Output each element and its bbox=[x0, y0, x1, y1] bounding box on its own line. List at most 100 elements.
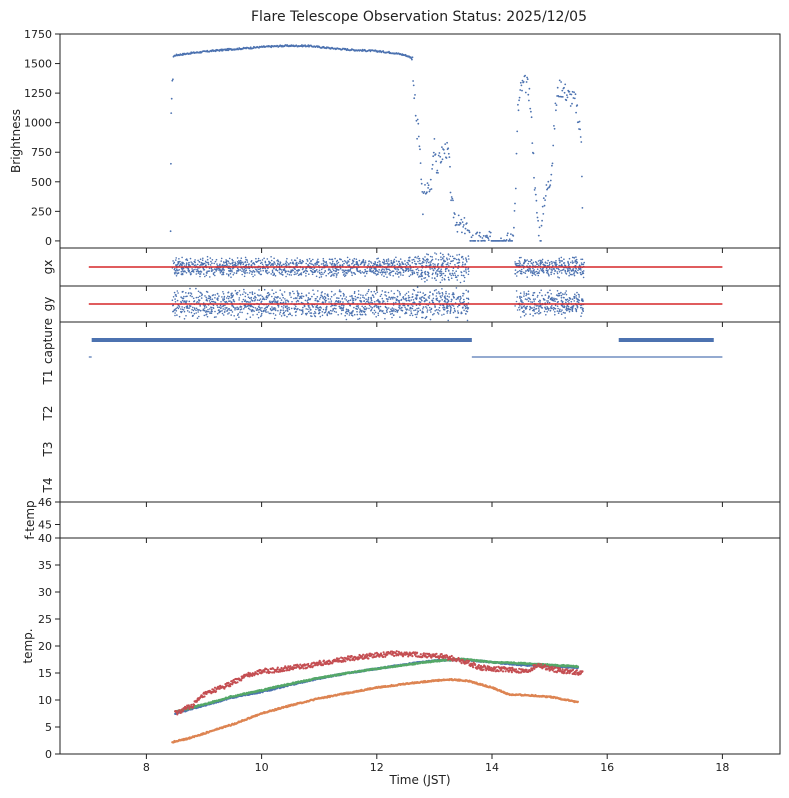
gx-point bbox=[332, 269, 335, 272]
gy-point bbox=[317, 308, 319, 310]
brightness-point bbox=[464, 232, 466, 235]
gx-point bbox=[243, 275, 246, 278]
gx-point bbox=[327, 272, 330, 275]
gx-point bbox=[295, 273, 297, 275]
gx-point bbox=[211, 270, 213, 273]
gy-point bbox=[248, 307, 250, 310]
gy-point bbox=[204, 295, 206, 297]
brightness-point bbox=[170, 97, 173, 100]
gy-point bbox=[326, 305, 328, 308]
brightness-point bbox=[540, 240, 542, 242]
gx-point bbox=[356, 269, 358, 272]
xlabel: Time (JST) bbox=[388, 773, 450, 787]
brightness-point bbox=[537, 234, 540, 237]
brightness-point bbox=[433, 138, 436, 140]
brightness-point bbox=[537, 219, 539, 222]
gy-point bbox=[565, 306, 568, 308]
gy-point bbox=[298, 309, 301, 311]
gy-point bbox=[385, 295, 388, 297]
gx-point bbox=[429, 263, 432, 265]
gy-point bbox=[560, 297, 563, 299]
gx-point bbox=[451, 272, 454, 275]
gx-point bbox=[245, 269, 248, 272]
gx-point bbox=[331, 264, 333, 266]
gy-point bbox=[254, 307, 257, 309]
gx-point bbox=[353, 264, 356, 266]
gx-point bbox=[427, 258, 429, 261]
gy-point bbox=[570, 300, 573, 303]
gx-point bbox=[330, 274, 333, 277]
gx-point bbox=[174, 267, 176, 270]
gx-point bbox=[336, 273, 338, 275]
gy-point bbox=[445, 306, 448, 308]
gx-point bbox=[195, 270, 198, 273]
gy-point bbox=[444, 301, 447, 303]
gx-point bbox=[296, 272, 299, 274]
gy-point bbox=[342, 306, 345, 309]
gx-point bbox=[357, 264, 359, 266]
gx-point bbox=[288, 263, 290, 266]
gx-point bbox=[198, 261, 201, 263]
gx-point bbox=[293, 273, 296, 276]
gy-point bbox=[315, 305, 318, 308]
gy-point bbox=[275, 296, 277, 299]
gy-point bbox=[579, 306, 582, 309]
gx-point bbox=[462, 261, 464, 264]
gy-point bbox=[405, 297, 407, 300]
gy-point bbox=[561, 293, 564, 295]
gy-point bbox=[379, 295, 382, 298]
gy-point bbox=[375, 316, 378, 318]
gy-point bbox=[544, 306, 546, 309]
gy-point bbox=[179, 311, 182, 313]
brightness-point bbox=[484, 240, 486, 242]
gy-point bbox=[271, 301, 274, 304]
gx-point bbox=[555, 260, 557, 262]
gy-point bbox=[525, 313, 527, 315]
gy-point bbox=[415, 316, 418, 319]
gx-point bbox=[214, 260, 217, 263]
ylabel-t3: T3 bbox=[41, 442, 55, 458]
brightness-point bbox=[514, 202, 516, 205]
gy-point bbox=[581, 312, 583, 314]
gx-point bbox=[241, 270, 243, 273]
gy-point bbox=[207, 308, 209, 311]
gx-point bbox=[396, 263, 399, 266]
gx-point bbox=[302, 260, 305, 263]
gy-point bbox=[309, 307, 311, 309]
brightness-point bbox=[249, 47, 252, 50]
brightness-point bbox=[510, 233, 512, 236]
gx-point bbox=[572, 269, 575, 272]
gx-point bbox=[207, 263, 210, 266]
gy-point bbox=[434, 306, 436, 308]
gx-point bbox=[227, 260, 230, 263]
gy-point bbox=[330, 300, 333, 302]
gy-point bbox=[457, 312, 460, 314]
gx-point bbox=[240, 262, 242, 265]
gx-point bbox=[454, 274, 457, 277]
gx-point bbox=[358, 270, 360, 273]
gy-point bbox=[228, 295, 231, 298]
gx-point bbox=[308, 262, 311, 265]
gx-point bbox=[181, 269, 184, 271]
gy-point bbox=[374, 311, 377, 314]
gx-point bbox=[199, 273, 202, 275]
gy-point bbox=[384, 312, 386, 315]
gy-point bbox=[209, 308, 211, 310]
gx-point bbox=[437, 263, 439, 266]
gy-point bbox=[443, 300, 446, 303]
brightness-point bbox=[575, 111, 577, 114]
gy-point bbox=[438, 306, 441, 309]
brightness-point bbox=[382, 50, 385, 52]
gx-point bbox=[378, 269, 381, 271]
gy-point bbox=[405, 292, 408, 295]
gy-point bbox=[264, 310, 266, 312]
y-tick-label-temp: 5 bbox=[45, 721, 52, 734]
gy-point bbox=[268, 312, 271, 315]
gx-point bbox=[332, 273, 334, 275]
gx-point bbox=[203, 273, 205, 275]
gy-point bbox=[329, 298, 332, 300]
gx-point bbox=[376, 261, 379, 264]
gx-point bbox=[175, 259, 177, 261]
brightness-point bbox=[512, 235, 515, 237]
gy-point bbox=[436, 292, 438, 294]
